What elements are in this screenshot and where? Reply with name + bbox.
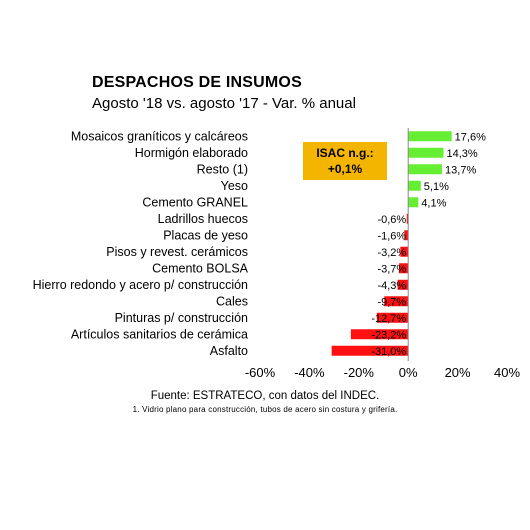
bar-8 bbox=[399, 263, 409, 274]
value-label-7: -3,2% bbox=[377, 247, 406, 259]
value-label-3: 5,1% bbox=[424, 181, 449, 193]
bar-2 bbox=[408, 164, 443, 175]
value-label-4: 4,1% bbox=[421, 197, 446, 209]
bar-11 bbox=[376, 312, 409, 323]
category-label-1: Hormigón elaborado bbox=[135, 146, 248, 160]
x-tick-label-1: -40% bbox=[294, 365, 325, 380]
value-label-9: -4,3% bbox=[377, 280, 406, 292]
bar-chart: Mosaicos graníticos y calcáreos 17,6% Horm… bbox=[33, 128, 520, 380]
category-label-10: Cales bbox=[216, 294, 248, 308]
value-label-2: 13,7% bbox=[445, 164, 476, 176]
category-label-4: Cemento GRANEL bbox=[142, 195, 248, 209]
category-label-12: Artículos sanitarios de cerámica bbox=[71, 327, 248, 341]
category-label-8: Cemento BOLSA bbox=[152, 261, 249, 275]
bar-0 bbox=[408, 131, 452, 142]
category-label-0: Mosaicos graníticos y calcáreos bbox=[71, 129, 248, 143]
category-label-9: Hierro redondo y acero p/ construcción bbox=[33, 278, 248, 292]
category-label-2: Resto (1) bbox=[197, 162, 248, 176]
category-label-6: Placas de yeso bbox=[163, 228, 248, 242]
value-label-10: -9,7% bbox=[377, 296, 406, 308]
bar-1 bbox=[408, 147, 444, 158]
bar-10 bbox=[384, 296, 409, 307]
x-tick-label-2: -20% bbox=[344, 365, 375, 380]
category-label-11: Pinturas p/ construcción bbox=[115, 311, 248, 325]
isac-annotation: ISAC n.g.: +0,1% bbox=[303, 142, 387, 180]
x-tick-label-0: -60% bbox=[245, 365, 276, 380]
value-label-0: 17,6% bbox=[455, 131, 486, 143]
bar-3 bbox=[408, 180, 421, 191]
bar-13 bbox=[331, 345, 409, 356]
x-tick-label-4: 20% bbox=[445, 365, 471, 380]
value-label-8: -3,7% bbox=[377, 263, 406, 275]
bar-6 bbox=[404, 230, 409, 241]
x-tick-label-5: 40% bbox=[494, 365, 520, 380]
category-label-3: Yeso bbox=[221, 179, 248, 193]
bar-9 bbox=[397, 279, 409, 290]
category-label-13: Asfalto bbox=[210, 344, 248, 358]
bar-7 bbox=[400, 246, 409, 257]
chart-footnote: 1. Vidrio plano para construcción, tubos… bbox=[132, 405, 398, 414]
bar-5 bbox=[406, 213, 409, 224]
value-label-5: -0,6% bbox=[377, 214, 406, 226]
isac-annotation-value: +0,1% bbox=[327, 162, 363, 176]
value-label-1: 14,3% bbox=[447, 148, 478, 160]
value-label-12: -23,2% bbox=[371, 329, 406, 341]
category-label-5: Ladrillos huecos bbox=[158, 212, 248, 226]
category-label-7: Pisos y revest. cerámicos bbox=[106, 245, 248, 259]
chart-source: Fuente: ESTRATECO, con datos del INDEC. bbox=[150, 390, 380, 402]
value-label-11: -12,7% bbox=[371, 313, 406, 325]
value-label-13: -31,0% bbox=[371, 346, 406, 358]
bar-12 bbox=[350, 329, 409, 340]
chart-title: DESPACHOS DE INSUMOS bbox=[92, 74, 302, 91]
chart-subtitle: Agosto '18 vs. agosto '17 - Var. % anual bbox=[92, 95, 356, 112]
isac-annotation-label: ISAC n.g.: bbox=[316, 146, 374, 160]
x-tick-label-3: 0% bbox=[399, 365, 418, 380]
value-label-6: -1,6% bbox=[377, 230, 406, 242]
bar-4 bbox=[408, 197, 419, 208]
